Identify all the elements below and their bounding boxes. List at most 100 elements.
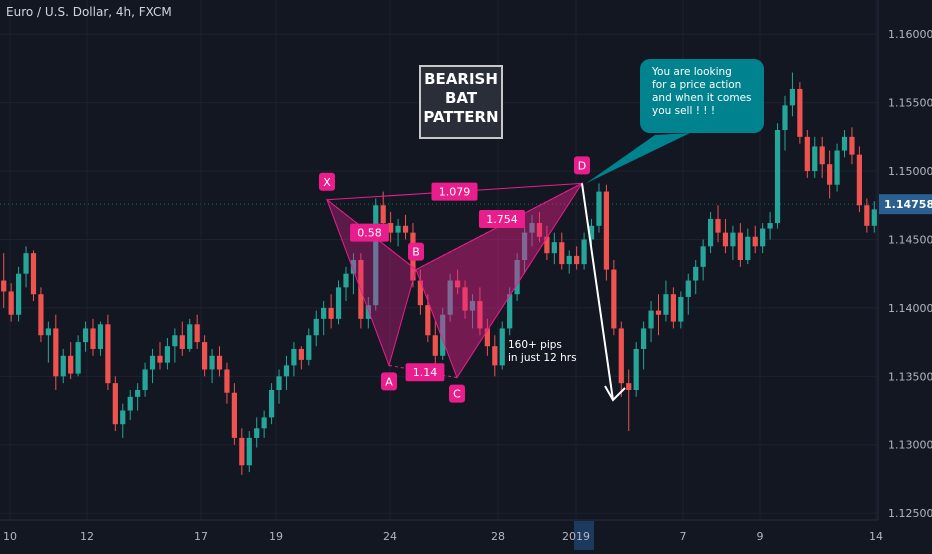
candle-body: [179, 335, 185, 349]
candle-body: [477, 301, 483, 329]
candle-body: [425, 305, 431, 336]
candle: [1, 253, 7, 308]
candle-body: [722, 232, 729, 247]
candle: [120, 403, 126, 438]
candle: [856, 146, 863, 213]
candle-body: [856, 154, 863, 206]
candle: [105, 314, 111, 390]
point-label-c: C: [453, 388, 461, 401]
candle-body: [268, 390, 275, 418]
candle-body: [507, 294, 513, 329]
candle-body: [648, 310, 654, 329]
candle-body: [343, 273, 349, 288]
candle-body: [641, 328, 647, 349]
candle-body: [693, 266, 699, 281]
candle: [559, 232, 565, 270]
candle: [283, 355, 290, 390]
pattern-title-box: BEARISH BAT PATTERN: [419, 65, 503, 139]
candle: [536, 212, 543, 243]
candle: [395, 218, 401, 247]
candle: [603, 184, 610, 281]
candle-body: [321, 307, 327, 319]
candle-body: [172, 335, 178, 347]
candle-body: [224, 369, 230, 393]
candle-body: [737, 232, 743, 260]
price-axis[interactable]: 1.16000 1.15500 1.15000 1.14500 1.14000 1.135…: [877, 0, 932, 550]
candle-body: [15, 273, 22, 315]
candle: [15, 266, 22, 322]
candle-body: [313, 318, 319, 336]
ratio-label: 1.079: [439, 186, 471, 199]
candle: [574, 246, 580, 270]
candle: [164, 338, 171, 370]
candle: [626, 369, 632, 432]
candle: [477, 287, 483, 336]
candle: [715, 205, 721, 243]
ratio-badge: [431, 182, 478, 201]
candle-body: [239, 437, 245, 466]
candle: [841, 130, 848, 158]
candle-body: [663, 294, 669, 315]
current-price-badge: [879, 194, 932, 215]
candle: [484, 318, 490, 356]
price-tick-label: 1.16000: [888, 28, 932, 41]
candle-body: [618, 328, 624, 384]
candle-body: [75, 342, 81, 374]
candles: [1, 72, 877, 475]
candle: [216, 346, 223, 377]
candle-body: [283, 365, 290, 377]
point-label-b: B: [412, 246, 420, 259]
candle-body: [350, 260, 357, 274]
candle: [313, 310, 319, 347]
candle-body: [581, 239, 587, 265]
current-price-label: 1.14758: [884, 198, 932, 211]
candle-body: [767, 223, 773, 229]
candle-body: [194, 324, 200, 343]
ratio-badge: [479, 209, 525, 228]
candle: [447, 273, 453, 322]
time-tick-label: 28: [491, 530, 505, 543]
candle: [499, 321, 505, 370]
candle: [224, 362, 230, 404]
candle-body: [231, 392, 237, 438]
time-tick-label: 24: [383, 530, 397, 543]
point-badge-b: [408, 242, 424, 261]
candle-body: [752, 236, 758, 247]
point-label-d: D: [578, 159, 586, 172]
candle: [291, 342, 297, 377]
candle: [254, 417, 260, 448]
candle-body: [804, 136, 810, 172]
candle-body: [454, 280, 461, 288]
time-tick-label: 12: [80, 530, 94, 543]
time-axis[interactable]: 10 12 17 19 24 28 2019 7 9 14: [0, 519, 883, 550]
candle: [760, 223, 766, 254]
ratio-label: 1.754: [486, 213, 518, 226]
candle: [187, 318, 193, 352]
candle: [202, 335, 208, 377]
candle: [827, 150, 833, 199]
candle: [663, 280, 669, 322]
bd-line: [415, 182, 583, 271]
candle: [90, 318, 96, 356]
candle-body: [715, 218, 721, 233]
candle-body: [187, 324, 193, 349]
candle: [268, 383, 275, 425]
candle: [321, 301, 327, 336]
candle-body: [254, 428, 260, 438]
pattern-title-line-2: BAT: [444, 89, 478, 107]
candle-body: [90, 328, 96, 349]
candle: [789, 72, 796, 117]
candle-body: [849, 136, 855, 155]
candle: [417, 269, 424, 315]
candle: [611, 260, 617, 336]
candle-body: [633, 348, 639, 390]
candle: [45, 321, 51, 363]
candle-body: [707, 218, 714, 247]
candle: [298, 346, 304, 370]
candle-body: [789, 88, 796, 106]
candle: [648, 301, 654, 343]
candle: [641, 321, 647, 370]
candle-body: [135, 390, 141, 397]
candle-body: [246, 437, 252, 466]
candle: [328, 294, 334, 329]
